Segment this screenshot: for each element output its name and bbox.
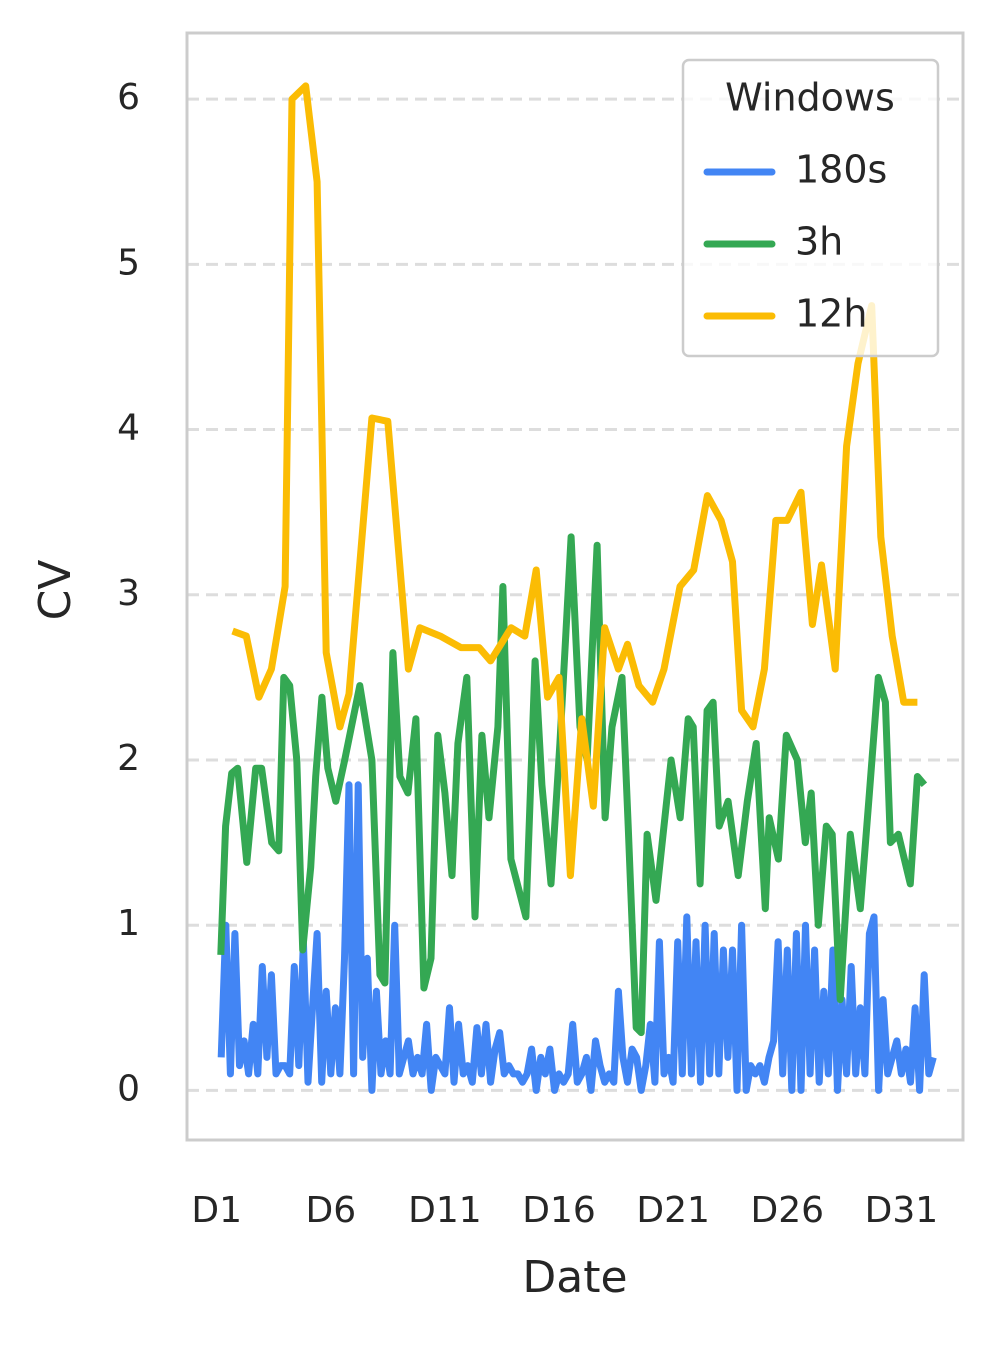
legend-label: 3h [795, 220, 843, 264]
x-tick-label: D1 [191, 1190, 242, 1231]
x-tick-label: D11 [408, 1190, 482, 1231]
x-axis-label: Date [522, 1252, 627, 1303]
series-line [231, 82, 918, 880]
legend-title: Windows [725, 76, 895, 120]
y-tick-label: 5 [117, 242, 140, 283]
legend-box [681, 58, 940, 358]
x-tick-label: D31 [865, 1190, 939, 1231]
y-tick-label: 0 [117, 1068, 140, 1109]
x-tick-label: D21 [636, 1190, 710, 1231]
y-tick-label: 4 [117, 408, 140, 449]
x-tick-label: D16 [522, 1190, 596, 1231]
y-tick-label: 3 [117, 573, 140, 614]
legend: Windows 180s 3h 12h [681, 58, 940, 358]
y-axis-label: CV [30, 560, 81, 621]
plot-frame [185, 31, 965, 1142]
y-tick-label: 1 [117, 903, 140, 944]
y-tick-label: 6 [117, 77, 140, 118]
lines [217, 82, 937, 1094]
series-line [217, 533, 928, 1037]
legend-label: 12h [795, 292, 867, 336]
x-tick-label: D6 [305, 1190, 356, 1231]
legend-label: 180s [795, 148, 887, 192]
y-tick-label: 2 [117, 738, 140, 779]
series-line [217, 781, 937, 1094]
x-tick-label: D26 [750, 1190, 824, 1231]
